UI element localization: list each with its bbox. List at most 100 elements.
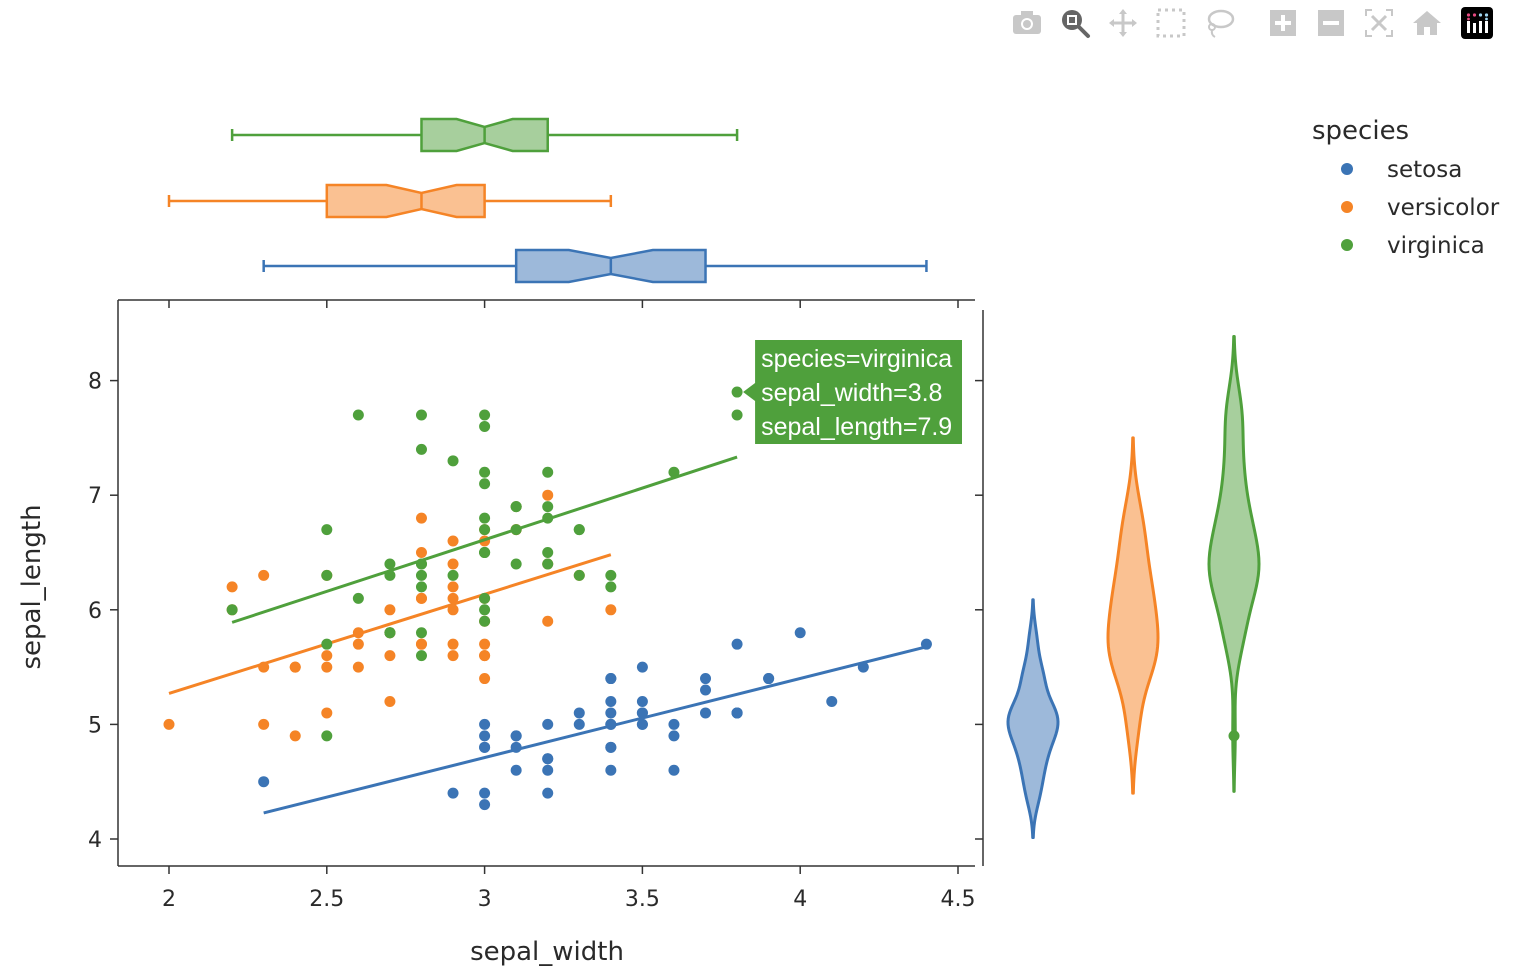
scatter-point-versicolor (163, 718, 175, 730)
scatter-point-versicolor (289, 730, 301, 742)
scatter-point-setosa (668, 764, 680, 776)
scatter-point-setosa (479, 799, 491, 811)
scatter-point-virginica (479, 615, 491, 627)
scatter-point-setosa (605, 695, 617, 707)
scatter-point-versicolor (415, 638, 427, 650)
scatter-point-virginica (479, 478, 491, 490)
scatter-point-virginica (479, 547, 491, 558)
legend-label: virginica (1387, 233, 1485, 259)
violin-setosa (1006, 598, 1060, 840)
box-setosa (262, 248, 928, 284)
zoom-button[interactable] (1058, 6, 1092, 40)
pan-button[interactable] (1106, 6, 1140, 40)
scatter-point-versicolor (415, 512, 427, 524)
scatter-point-setosa (510, 764, 522, 776)
series-virginica (226, 386, 743, 742)
modebar (1010, 6, 1508, 40)
scatter-point-versicolor (384, 604, 396, 616)
scatter-point-versicolor (321, 650, 333, 662)
legend-marker (1341, 201, 1353, 213)
camera-button[interactable] (1010, 6, 1044, 40)
scatter-point-virginica (605, 581, 617, 593)
tooltip-line: species=virginica (761, 345, 952, 373)
scatter-point-virginica (510, 501, 522, 513)
legend-item-virginica[interactable]: virginica (1341, 233, 1485, 259)
scatter-point-virginica (321, 569, 333, 581)
violin-outlier-point (1228, 730, 1240, 742)
scatter-point-setosa (826, 695, 838, 707)
scatter-point-virginica (731, 386, 743, 398)
scatter-point-virginica (542, 558, 554, 570)
violin-body (1006, 598, 1060, 840)
x-tick-label: 3 (478, 887, 492, 912)
scatter-point-setosa (636, 661, 648, 673)
scatter-point-versicolor (542, 615, 554, 627)
scatter-point-setosa (479, 787, 491, 799)
series-setosa (258, 627, 932, 815)
violin-body (1207, 335, 1261, 793)
scatter-point-versicolor (352, 638, 364, 650)
scatter-point-setosa (573, 718, 585, 730)
violin-versicolor (1106, 436, 1160, 795)
x-tick-label: 4 (793, 887, 807, 912)
scatter-point-virginica (605, 569, 617, 581)
scatter-point-setosa (542, 764, 554, 776)
scatter-point-versicolor (226, 581, 238, 593)
y-tick-label: 5 (88, 713, 102, 738)
scatter-point-versicolor (384, 650, 396, 662)
hover-tooltip: species=virginica sepal_width=3.8 sepal_le… (743, 340, 962, 445)
scatter-point-setosa (479, 730, 491, 742)
box-select-icon (1156, 8, 1186, 38)
scatter-point-versicolor (447, 581, 459, 593)
x-axis-title: sepal_width (470, 937, 624, 967)
scatter-point-virginica (321, 730, 333, 742)
scatter-point-versicolor (384, 695, 396, 707)
scatter-point-setosa (605, 707, 617, 719)
violin-virginica (1207, 335, 1261, 793)
box-select-button[interactable] (1154, 6, 1188, 40)
scatter-point-versicolor (542, 489, 554, 501)
series-versicolor (163, 489, 617, 742)
scatter-point-virginica (479, 604, 491, 616)
scatter-point-virginica (542, 466, 554, 478)
scatter-point-virginica (510, 558, 522, 570)
scatter-point-setosa (700, 707, 712, 719)
scatter-point-virginica (479, 420, 491, 432)
scatter-point-setosa (731, 707, 743, 719)
plotly-logo-button[interactable] (1460, 6, 1494, 40)
scatter-point-virginica (479, 524, 491, 536)
scatter-point-setosa (542, 753, 554, 765)
reset-axes-button[interactable] (1410, 6, 1444, 40)
scatter-point-versicolor (415, 547, 427, 558)
scatter-point-setosa (605, 673, 617, 685)
trendline-setosa (263, 645, 927, 815)
legend-title: species (1312, 116, 1409, 146)
lasso-select-button[interactable] (1202, 6, 1236, 40)
tooltip-box (743, 340, 962, 445)
zoom-out-button[interactable] (1314, 6, 1348, 40)
scatter-point-versicolor (415, 592, 427, 604)
legend-item-setosa[interactable]: setosa (1341, 157, 1462, 183)
scatter-point-versicolor (479, 650, 491, 662)
scatter-point-versicolor (321, 661, 333, 673)
scatter-point-versicolor (447, 604, 459, 616)
x-tick-label: 3.5 (625, 887, 660, 912)
legend-item-versicolor[interactable]: versicolor (1341, 195, 1500, 221)
scatter-point-virginica (479, 592, 491, 604)
scatter-point-virginica (321, 524, 333, 536)
scatter-point-versicolor (447, 558, 459, 570)
scatter-point-virginica (321, 638, 333, 650)
scatter-point-versicolor (321, 707, 333, 719)
scatter-point-virginica (415, 409, 427, 421)
scatter-point-virginica (384, 627, 396, 639)
zoom-in-button[interactable] (1266, 6, 1300, 40)
scatter-point-virginica (479, 409, 491, 421)
autoscale-button[interactable] (1362, 6, 1396, 40)
scatter-point-virginica (384, 558, 396, 570)
scatter-point-virginica (668, 466, 680, 478)
scatter-point-virginica (573, 569, 585, 581)
scatter-point-versicolor (258, 569, 270, 581)
trendline-virginica (231, 455, 738, 624)
scatter-point-setosa (479, 718, 491, 730)
